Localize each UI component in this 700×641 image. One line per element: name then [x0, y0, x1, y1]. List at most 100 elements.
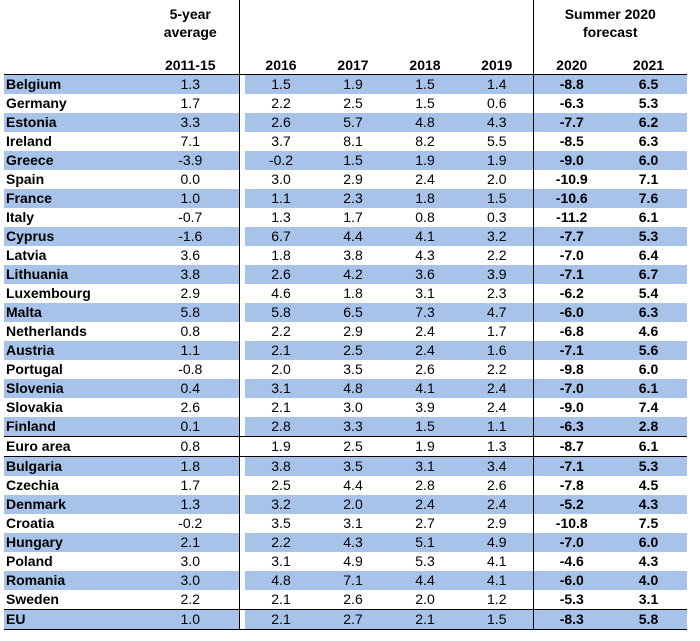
forecast-cell-2021: 6.4 [638, 247, 659, 263]
forecast-cell-2020: -7.0 [532, 246, 610, 265]
country-cell: Cyprus [4, 227, 142, 246]
year-header: 2019 [461, 40, 533, 75]
value-cell-2017: 2.7 [317, 609, 389, 630]
value-cell-2016: 2.2 [271, 323, 291, 339]
forecast-cell-2020: -7.1 [532, 456, 610, 476]
value-cell-2018: 3.1 [389, 456, 461, 476]
value-cell-2016: 2.5 [271, 477, 291, 493]
value-cell-2017: 1.7 [343, 209, 363, 225]
forecast-cell-2020: -10.6 [532, 189, 610, 208]
value-cell-2018: 1.5 [389, 74, 461, 94]
value-cell-2018: 1.9 [389, 151, 461, 170]
gap-cell [238, 609, 245, 630]
value-cell-2016: 2.1 [245, 590, 317, 610]
forecast-cell-2020: -7.7 [532, 113, 610, 132]
country-cell: Croatia [6, 515, 55, 531]
country-cell: Bulgaria [4, 456, 142, 476]
avg-cell: -3.9 [142, 151, 239, 170]
forecast-cell-2020: -4.6 [532, 552, 610, 571]
forecast-cell-2020: -11.2 [532, 208, 610, 227]
value-cell-2018: 2.8 [415, 477, 435, 493]
country-cell: Slovenia [4, 379, 142, 398]
country-cell: Poland [6, 553, 53, 569]
value-cell-2018: 2.4 [415, 171, 435, 187]
gap-cell [238, 132, 245, 151]
forecast-cell-2020: -8.7 [532, 436, 610, 457]
avg-cell: 2.1 [142, 533, 239, 552]
avg-cell: 3.0 [142, 571, 239, 590]
value-cell-2017: 2.5 [317, 341, 389, 360]
value-cell-2019: 0.3 [487, 209, 507, 225]
value-cell-2016: 4.8 [245, 571, 317, 590]
value-cell-2019: 2.4 [461, 379, 533, 398]
gap-cell [238, 227, 245, 246]
forecast-cell-2021: 6.1 [610, 436, 687, 457]
forecast-cell-2021: 4.0 [610, 571, 687, 590]
forecast-cell-2021: 6.7 [610, 265, 687, 284]
value-cell-2018: 4.1 [389, 227, 461, 246]
gap-cell [238, 189, 245, 208]
forecast-cell-2020: -8.5 [532, 132, 610, 151]
value-cell-2018: 2.4 [389, 495, 461, 514]
forecast-cell-2021: 7.4 [638, 399, 659, 415]
value-cell-2018: 7.3 [389, 303, 461, 322]
table-row: Sweden 2.2 2.1 2.6 2.0 1.2 -5.3 3.1 [4, 590, 687, 610]
value-cell-2018: 4.8 [389, 113, 461, 132]
table-row: Italy -0.7 1.3 1.7 0.8 0.3 -11.2 6.1 [4, 208, 687, 227]
avg-cell: 0.0 [180, 171, 200, 187]
value-cell-2017: 4.3 [317, 533, 389, 552]
forecast-cell-2020: -7.7 [532, 227, 610, 246]
value-cell-2017: 1.5 [317, 151, 389, 170]
table-row: Belgium 1.3 1.5 1.9 1.5 1.4 -8.8 6.5 [4, 74, 687, 94]
value-cell-2016: 2.1 [245, 609, 317, 630]
value-cell-2019: 1.5 [461, 609, 533, 630]
value-cell-2017: 4.9 [343, 553, 363, 569]
country-cell: Italy [6, 209, 35, 225]
value-cell-2019: 4.7 [461, 303, 533, 322]
value-cell-2017: 2.9 [343, 323, 363, 339]
table-row: Bulgaria 1.8 3.8 3.5 3.1 3.4 -7.1 5.3 [4, 456, 687, 476]
table-row: Germany 1.7 2.2 2.5 1.5 0.6 -6.3 5.3 [4, 94, 687, 113]
country-cell: Greece [4, 151, 142, 170]
country-cell: Estonia [4, 113, 142, 132]
forecast-year-header: 2020 [532, 40, 610, 75]
gap-cell [238, 284, 245, 303]
value-cell-2019: 2.3 [487, 285, 507, 301]
value-cell-2019: 2.4 [461, 495, 533, 514]
value-cell-2019: 2.2 [487, 361, 507, 377]
avg-cell: 1.3 [142, 495, 239, 514]
table-row: Netherlands 0.8 2.2 2.9 2.4 1.7 -6.8 4.6 [4, 322, 687, 341]
year-header: 2017 [317, 40, 389, 75]
value-cell-2016: 1.5 [245, 74, 317, 94]
value-cell-2016: 2.2 [245, 533, 317, 552]
forecast-cell-2021: 6.3 [638, 133, 659, 149]
avg-cell: -0.2 [178, 515, 203, 531]
forecast-cell-2021: 3.1 [610, 590, 687, 610]
value-cell-2017: 2.3 [317, 189, 389, 208]
forecast-cell-2020: -6.0 [532, 303, 610, 322]
forecast-cell-2020: -6.3 [532, 94, 610, 113]
country-cell: Luxembourg [6, 285, 91, 301]
value-cell-2019: 1.5 [461, 189, 533, 208]
value-cell-2018: 2.4 [389, 341, 461, 360]
forecast-cell-2020: -6.0 [532, 571, 610, 590]
forecast-cell-2020: -7.1 [532, 341, 610, 360]
gap-cell [238, 360, 245, 379]
table-row: Malta 5.8 5.8 6.5 7.3 4.7 -6.0 6.3 [4, 303, 687, 322]
value-cell-2019: 1.4 [461, 74, 533, 94]
forecast-cell-2021: 6.1 [610, 379, 687, 398]
value-cell-2016: 2.1 [245, 341, 317, 360]
table-row: Finland 0.1 2.8 3.3 1.5 1.1 -6.3 2.8 [4, 417, 687, 437]
forecast-cell-2021: 6.2 [610, 113, 687, 132]
value-cell-2018: 3.1 [415, 285, 435, 301]
value-cell-2016: 1.1 [245, 189, 317, 208]
avg-cell: -0.8 [178, 361, 203, 377]
value-cell-2018: 1.8 [389, 189, 461, 208]
table-row: Luxembourg 2.9 4.6 1.8 3.1 2.3 -6.2 5.4 [4, 284, 687, 303]
avg-cell: 1.0 [142, 609, 239, 630]
table-row: Estonia 3.3 2.6 5.7 4.8 4.3 -7.7 6.2 [4, 113, 687, 132]
table-row: Ireland 7.1 3.7 8.1 8.2 5.5 -8.5 6.3 [4, 132, 687, 151]
table-row: Czechia 1.7 2.5 4.4 2.8 2.6 -7.8 4.5 [4, 476, 687, 495]
forecast-cell-2020: -7.0 [532, 533, 610, 552]
